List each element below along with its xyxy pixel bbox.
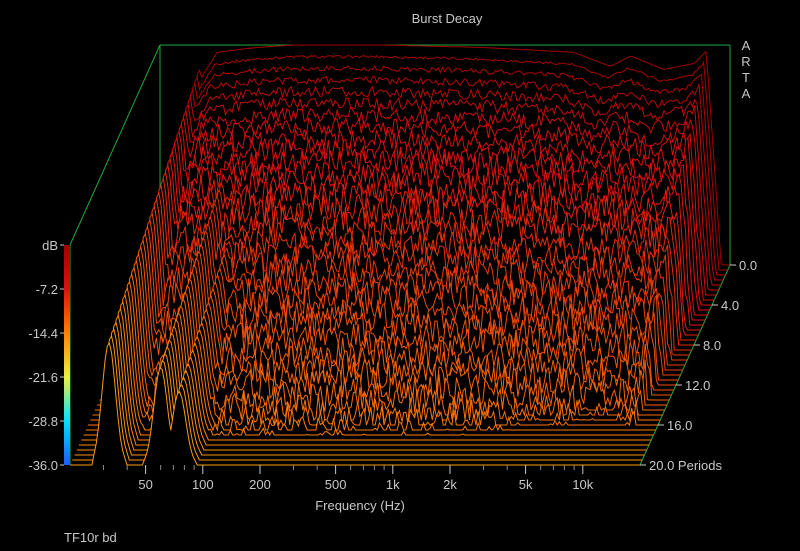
- brand-letter: A: [742, 86, 751, 101]
- period-tick-label: 12.0: [685, 378, 710, 393]
- slice-14.5: [94, 267, 665, 411]
- z-tick-label: -36.0: [28, 458, 58, 473]
- slice-15: [92, 274, 663, 417]
- slice-5.5: [135, 144, 706, 321]
- slice-7.5: [126, 171, 697, 341]
- chart-title: Burst Decay: [412, 11, 483, 26]
- slice-17: [83, 301, 654, 437]
- brand-letter: T: [742, 70, 750, 85]
- slice-5: [137, 137, 708, 316]
- z-tick-label: -28.8: [28, 414, 58, 429]
- period-tick-label: 8.0: [703, 338, 721, 353]
- period-tick-label: 4.0: [721, 298, 739, 313]
- slice-13.5: [99, 253, 670, 401]
- slice-13: [101, 246, 672, 396]
- slice-3: [146, 106, 717, 296]
- z-tick-label: -21.6: [28, 370, 58, 385]
- slice-16: [88, 287, 658, 427]
- slice-0: [159, 44, 730, 266]
- z-tick-label: -7.2: [36, 282, 58, 297]
- slice-0.5: [157, 54, 728, 271]
- frame-edge: [69, 44, 161, 246]
- slice-20: [70, 342, 640, 466]
- slice-9: [119, 191, 690, 356]
- x-tick-label: 5k: [519, 477, 533, 492]
- slice-mask: [103, 241, 674, 390]
- slice-2: [151, 85, 721, 286]
- slice-1.5: [153, 75, 724, 281]
- slice-19: [74, 328, 645, 456]
- slice-8.5: [121, 185, 692, 351]
- period-tick-label: 16.0: [667, 418, 692, 433]
- brand-letter: R: [741, 54, 750, 69]
- x-tick-label: 200: [249, 477, 271, 492]
- slice-8: [124, 178, 694, 346]
- slice-18.5: [76, 321, 647, 451]
- slice-18: [79, 314, 649, 446]
- period-tick-label: 20.0 Periods: [649, 458, 722, 473]
- slice-1: [155, 64, 726, 276]
- z-tick-label: -14.4: [28, 326, 58, 341]
- x-tick-label: 2k: [443, 477, 457, 492]
- x-tick-label: 100: [192, 477, 214, 492]
- slice-10: [115, 205, 685, 366]
- colorbar: [64, 245, 70, 465]
- footnote: TF10r bd: [64, 530, 117, 545]
- slice-16.5: [85, 294, 656, 432]
- slice-3.5: [144, 116, 715, 301]
- x-tick-label: 10k: [572, 477, 593, 492]
- slice-2.5: [148, 97, 719, 291]
- x-tick-label: 1k: [386, 477, 400, 492]
- chart-axes: 50 100 200 500 1k 2k 5k 10k dB -7.2 -14.4 -21.6 -28.…: [28, 238, 757, 492]
- slice-4: [142, 123, 712, 306]
- slice-10.5: [112, 212, 683, 371]
- z-tick-label: dB: [42, 238, 58, 253]
- decay-slices: [70, 44, 730, 466]
- slice-4.5: [139, 130, 710, 311]
- brand-letter: A: [742, 38, 751, 53]
- slice-19.5: [72, 335, 643, 461]
- x-tick-label: 50: [138, 477, 152, 492]
- slice-17.5: [81, 308, 652, 441]
- slice-15.5: [90, 280, 661, 422]
- period-tick-label: 0.0: [739, 258, 757, 273]
- slice-9.5: [117, 198, 688, 361]
- slice-11.5: [108, 226, 679, 381]
- x-tick-label: 500: [325, 477, 347, 492]
- x-axis-label: Frequency (Hz): [315, 498, 405, 513]
